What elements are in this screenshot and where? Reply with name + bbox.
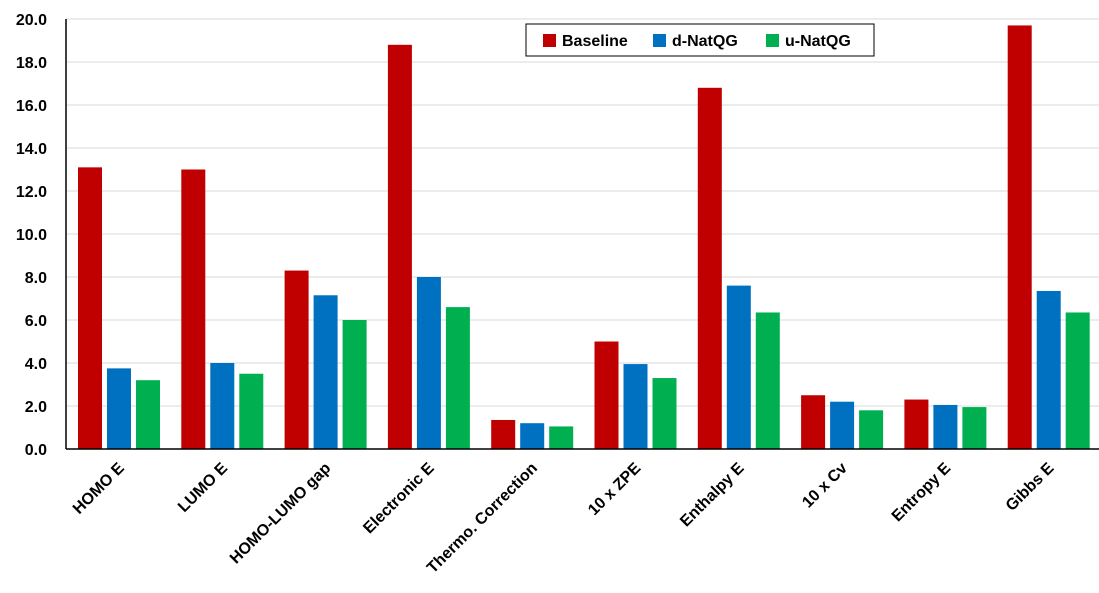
y-tick-label: 10.0 <box>16 227 47 244</box>
y-tick-label: 16.0 <box>16 98 47 115</box>
x-tick-label: HOMO E <box>70 460 128 518</box>
bar-d-natqg-2 <box>313 295 338 449</box>
bar-baseline-4 <box>491 419 516 449</box>
y-tick-label: 0.0 <box>25 442 47 459</box>
bar-u-natqg-1 <box>239 373 264 449</box>
bar-u-natqg-3 <box>445 307 470 449</box>
bar-u-natqg-2 <box>342 320 367 449</box>
bar-d-natqg-0 <box>107 368 131 449</box>
legend-swatch-d-natqg <box>653 34 666 47</box>
legend-swatch-baseline <box>543 34 556 47</box>
bar-d-natqg-7 <box>830 401 855 449</box>
axes <box>65 19 1099 450</box>
bar-u-natqg-9 <box>1065 312 1090 449</box>
bar-u-natqg-5 <box>652 378 677 449</box>
bar-u-natqg-6 <box>755 312 780 449</box>
bar-u-natqg-7 <box>859 410 884 449</box>
x-tick-label: 10 x ZPE <box>585 460 644 519</box>
bar-d-natqg-5 <box>623 364 648 449</box>
bar-baseline-0 <box>78 167 102 449</box>
y-axis-tick-labels: 0.0 2.0 4.0 6.0 8.0 10.0 12.0 14.0 16.0 18.0 20.0 <box>16 12 47 459</box>
x-tick-label: 10 x Cv <box>799 460 851 512</box>
x-tick-label: Thermo. Correction <box>424 460 541 577</box>
bar-baseline-1 <box>181 169 206 449</box>
bar-baseline-8 <box>904 399 929 449</box>
gridlines <box>66 18 1099 407</box>
legend-box <box>525 23 875 57</box>
x-tick-label: Entropy E <box>889 460 955 526</box>
y-tick-label: 18.0 <box>16 55 47 72</box>
bar-baseline-7 <box>801 395 826 449</box>
bar-baseline-5 <box>594 341 619 449</box>
y-tick-label: 14.0 <box>16 141 47 158</box>
bar-d-natqg-1 <box>210 363 235 449</box>
bars <box>78 25 1090 450</box>
bar-baseline-9 <box>1007 25 1032 449</box>
x-tick-label: Gibbs E <box>1003 460 1058 515</box>
x-tick-label: Electronic E <box>360 460 438 538</box>
legend-label-baseline: Baseline <box>562 33 628 50</box>
bar-u-natqg-8 <box>962 407 987 449</box>
bar-d-natqg-8 <box>933 404 958 449</box>
bar-d-natqg-6 <box>726 285 751 449</box>
bar-d-natqg-4 <box>520 423 545 449</box>
y-tick-label: 2.0 <box>25 399 47 416</box>
y-tick-label: 12.0 <box>16 184 47 201</box>
bar-d-natqg-9 <box>1036 290 1061 449</box>
y-tick-label: 20.0 <box>16 12 47 29</box>
bar-baseline-6 <box>697 87 722 450</box>
x-tick-label: Enthalpy E <box>677 460 748 531</box>
bar-d-natqg-3 <box>416 277 441 449</box>
y-tick-label: 6.0 <box>25 313 47 330</box>
legend-swatch-u-natqg <box>766 34 779 47</box>
bar-baseline-2 <box>284 270 309 449</box>
x-tick-label: HOMO-LUMO gap <box>227 460 335 568</box>
legend-label-d-natqg: d-NatQG <box>672 33 738 50</box>
bar-baseline-3 <box>387 44 412 450</box>
x-tick-label: LUMO E <box>175 460 231 516</box>
bar-u-natqg-0 <box>136 380 160 449</box>
legend-label-u-natqg: u-NatQG <box>785 33 851 50</box>
y-tick-label: 8.0 <box>25 270 47 287</box>
legend: Baseline d-NatQG u-NatQG <box>525 23 875 57</box>
bar-u-natqg-4 <box>549 426 574 449</box>
y-tick-label: 4.0 <box>25 356 47 373</box>
